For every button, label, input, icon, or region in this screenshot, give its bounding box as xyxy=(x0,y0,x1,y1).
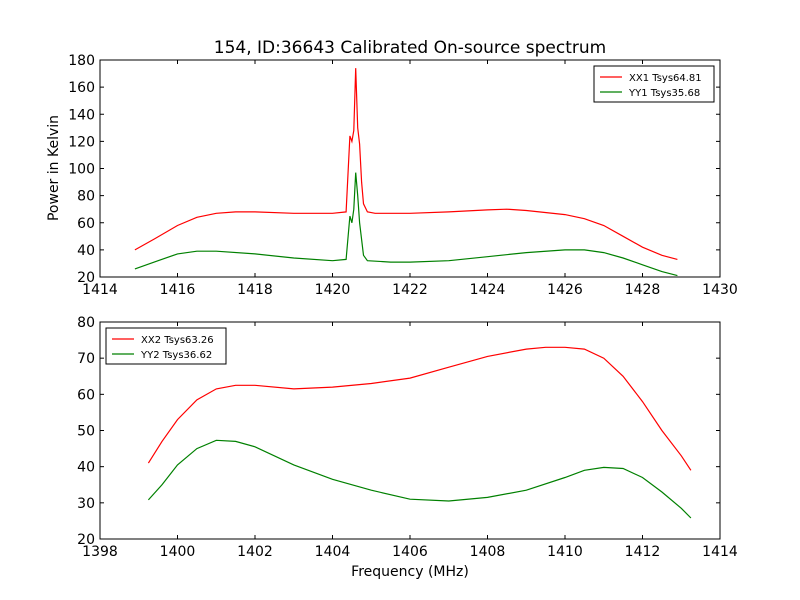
top-y-tick-label: 80 xyxy=(77,189,95,205)
top-x-tick-label: 1418 xyxy=(237,282,273,298)
bottom-y-tick-label: 60 xyxy=(77,387,95,403)
bottom-y-tick-label: 20 xyxy=(77,532,95,548)
top-y-tick-label: 40 xyxy=(77,243,95,259)
top-legend xyxy=(593,65,715,103)
bottom-x-tick-label: 1412 xyxy=(625,544,661,560)
bottom-series-line-1 xyxy=(147,439,692,519)
top-y-tick-label: 60 xyxy=(77,216,95,232)
bottom-x-tick-label: 1414 xyxy=(702,544,738,560)
top-y-tick-label: 180 xyxy=(68,53,95,69)
bottom-y-tick-label: 70 xyxy=(77,351,95,367)
top-series-line-0 xyxy=(134,68,678,260)
top-x-tick-label: 1416 xyxy=(160,282,196,298)
top-y-tick-label: 100 xyxy=(68,162,95,178)
top-x-tick-label: 1422 xyxy=(392,282,428,298)
top-y-tick-label: 160 xyxy=(68,80,95,96)
chart-title: 154, ID:36643 Calibrated On-source spect… xyxy=(214,38,606,58)
bottom-x-tick-label: 1404 xyxy=(315,544,351,560)
bottom-x-tick-label: 1410 xyxy=(547,544,583,560)
top-x-tick-label: 1428 xyxy=(625,282,661,298)
bottom-legend-label: YY2 Tsys36.62 xyxy=(140,350,212,361)
bottom-y-tick-label: 30 xyxy=(77,496,95,512)
bottom-plot: 1398 1400 1402 1404 1406 1408 1410 1412 1414 20 30… xyxy=(77,315,738,560)
top-x-tick-label: 1420 xyxy=(315,282,351,298)
bottom-y-tick-label: 80 xyxy=(77,315,95,331)
y-axis-label: Power in Kelvin xyxy=(46,115,62,221)
bottom-series-line-0 xyxy=(147,346,692,471)
top-y-tick-label: 20 xyxy=(77,270,95,286)
top-y-tick-label: 120 xyxy=(68,134,95,150)
top-x-tick-label: 1414 xyxy=(82,282,118,298)
bottom-x-tick-label: 1398 xyxy=(82,544,118,560)
bottom-x-tick-label: 1402 xyxy=(237,544,273,560)
bottom-x-tick-label: 1400 xyxy=(160,544,196,560)
bottom-x-tick-label: 1406 xyxy=(392,544,428,560)
top-series-line-1 xyxy=(134,172,678,277)
top-plot: 1414 1416 1418 1420 1422 1424 1426 1428 1430 20 40… xyxy=(68,53,738,298)
top-x-tick-label: 1430 xyxy=(702,282,738,298)
bottom-legend-label: XX2 Tsys63.26 xyxy=(141,335,214,346)
top-legend-label: XX1 Tsys64.81 xyxy=(629,73,702,84)
bottom-y-tick-label: 50 xyxy=(77,424,95,440)
bottom-legend xyxy=(105,327,227,365)
top-y-tick-label: 140 xyxy=(68,107,95,123)
top-x-tick-label: 1426 xyxy=(547,282,583,298)
bottom-x-tick-label: 1408 xyxy=(470,544,506,560)
x-axis-label: Frequency (MHz) xyxy=(351,564,469,580)
top-legend-label: YY1 Tsys35.68 xyxy=(628,88,700,99)
top-x-tick-label: 1424 xyxy=(470,282,506,298)
bottom-y-tick-label: 40 xyxy=(77,460,95,476)
